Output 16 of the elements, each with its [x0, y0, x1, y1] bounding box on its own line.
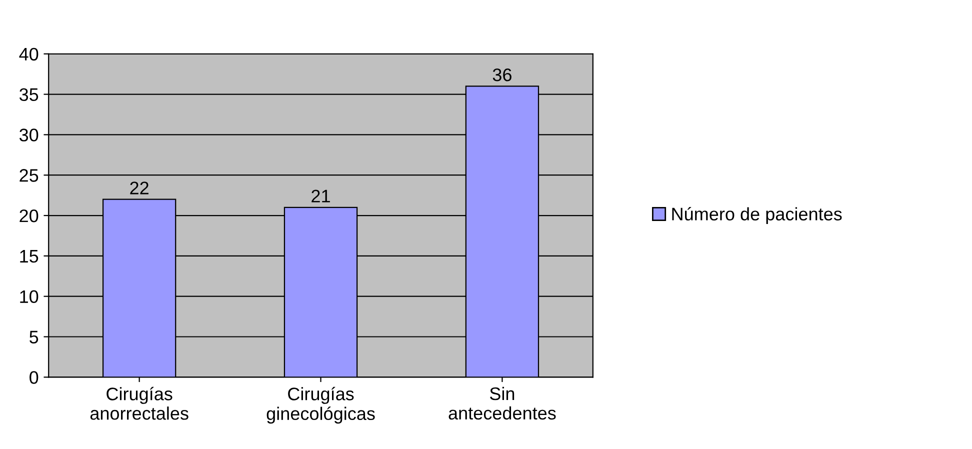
y-tick-label: 0: [30, 371, 38, 384]
y-tick-label: 15: [20, 250, 38, 263]
y-tick-label: 40: [19, 48, 38, 61]
y-tick-label: 10: [20, 290, 38, 304]
data-label: 22: [130, 182, 148, 194]
y-tick-label: 5: [30, 330, 38, 344]
legend-label: Número de pacientes: [672, 207, 842, 224]
x-tick-label: Sin antecedentes: [448, 386, 556, 420]
y-tick-label: 30: [19, 128, 38, 142]
data-label: 36: [492, 68, 512, 82]
y-tick-label: 20: [20, 209, 38, 222]
y-tick-label: 25: [20, 169, 38, 182]
y-tick-label: 35: [19, 88, 38, 102]
x-tick-label: Cirugías ginecológicas: [266, 386, 375, 424]
data-label: 21: [312, 190, 330, 202]
x-tick-label: Cirugías anorrectales: [90, 386, 188, 420]
